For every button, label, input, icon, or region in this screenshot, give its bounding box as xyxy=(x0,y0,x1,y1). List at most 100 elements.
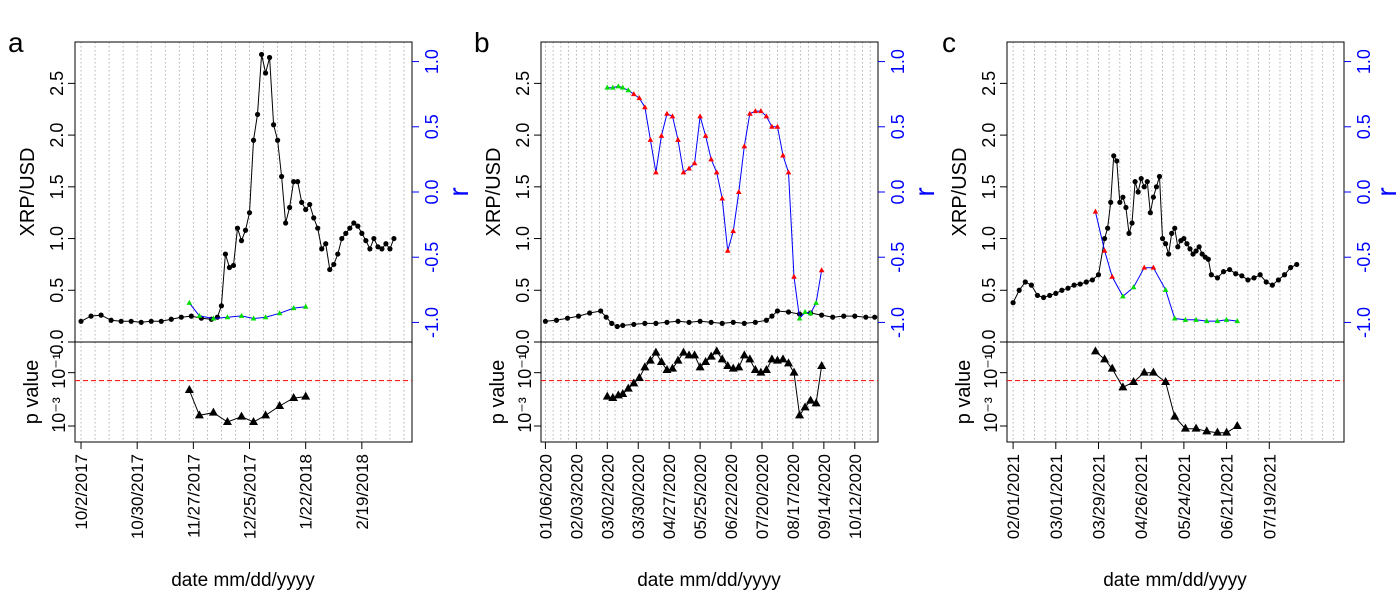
price-point xyxy=(391,235,397,242)
panel-c-marks xyxy=(1007,153,1344,436)
price-point xyxy=(1150,194,1156,200)
price-point xyxy=(387,246,393,252)
pvalue-point xyxy=(249,417,259,425)
r-point xyxy=(758,108,764,114)
r-point xyxy=(224,314,231,320)
pvalue-point xyxy=(761,365,771,373)
x-tick-label: 10/2/2017 xyxy=(72,454,91,530)
r-point xyxy=(713,169,720,175)
price-point xyxy=(1220,269,1227,275)
panel-c-p-axis-title: p value xyxy=(953,360,975,425)
price-point xyxy=(307,201,313,208)
r-point xyxy=(724,247,731,253)
pvalue-point xyxy=(1202,426,1212,435)
y2-tick-label: 0.5 xyxy=(888,114,908,139)
pvalue-point xyxy=(789,367,799,376)
price-point xyxy=(347,225,353,231)
price-point xyxy=(642,320,648,326)
price-point xyxy=(98,312,104,318)
price-point xyxy=(359,230,365,236)
panel-a-y-axis: 0.0 0.5 1.0 1.5 2.0 2.5 xyxy=(47,71,75,427)
price-point xyxy=(343,230,349,236)
price-point xyxy=(1269,282,1275,288)
price-series-line xyxy=(80,54,395,323)
x-tick-label: 12/25/2017 xyxy=(241,454,260,539)
r-point xyxy=(238,312,245,318)
price-point xyxy=(730,319,736,325)
price-point xyxy=(752,319,758,325)
x-tick-label: 07/19/2021 xyxy=(1260,454,1279,539)
y-tick-label: 1.0 xyxy=(47,226,67,251)
panel-c-letter: c xyxy=(942,27,956,58)
price-point xyxy=(1233,271,1239,277)
r-point xyxy=(697,113,703,119)
r-point xyxy=(1223,316,1230,322)
r-point xyxy=(653,169,659,175)
price-point xyxy=(614,323,620,330)
price-point xyxy=(697,318,703,324)
price-point xyxy=(222,251,229,257)
price-point xyxy=(1114,158,1120,164)
r-point xyxy=(691,160,698,166)
pvalue-point xyxy=(1139,367,1149,376)
price-point xyxy=(1288,264,1294,271)
price-point xyxy=(1047,292,1053,299)
price-point xyxy=(1196,244,1202,250)
price-point xyxy=(1117,199,1123,205)
price-point xyxy=(1105,225,1111,231)
pvalue-point xyxy=(629,378,639,387)
price-point xyxy=(1089,277,1095,283)
pvalue-point xyxy=(656,357,666,365)
pvalue-point xyxy=(767,354,777,363)
price-series-line xyxy=(1012,154,1297,303)
price-point xyxy=(1169,230,1175,236)
price-point xyxy=(1010,300,1016,306)
r-point xyxy=(1101,247,1108,253)
price-point xyxy=(214,314,221,320)
y-tick-label: 0.0 xyxy=(979,329,999,354)
pvalue-point xyxy=(1118,382,1128,391)
price-point xyxy=(291,179,297,185)
price-point xyxy=(653,320,659,326)
panel-c: c 02/01/2021 03/01/2021 03/29/2021 04/26/20… xyxy=(942,27,1400,591)
r-point xyxy=(675,136,681,142)
pvalue-point xyxy=(645,355,655,364)
price-point xyxy=(719,320,725,326)
x-tick-label: 03/01/2021 xyxy=(1047,454,1066,539)
y2-tick-label: -0.5 xyxy=(1354,242,1374,273)
price-point xyxy=(315,225,321,231)
price-point xyxy=(238,238,245,244)
price-point xyxy=(872,314,878,320)
pvalue-point xyxy=(640,362,650,371)
panel-a: a 10/2/2017 10/30/2017 11/27/2017 12/25/201… xyxy=(8,27,474,591)
price-point xyxy=(262,70,269,76)
pvalue-point xyxy=(608,393,618,401)
price-point xyxy=(234,225,241,231)
panel-b-x-axis-title: date mm/dd/yyyy xyxy=(637,570,781,591)
r-point xyxy=(747,110,753,116)
y-tick-label: 1.5 xyxy=(513,174,533,199)
x-tick-label: 05/25/2020 xyxy=(691,454,710,539)
panel-a-price-box xyxy=(74,41,413,343)
y-tick-label: 0.5 xyxy=(979,278,999,303)
price-point xyxy=(830,314,836,320)
price-point xyxy=(1016,287,1022,293)
y-tick-label: 0.0 xyxy=(47,329,67,354)
r-point xyxy=(813,299,819,305)
price-point xyxy=(351,220,357,226)
price-point xyxy=(1095,272,1102,278)
panel-b-p-tick-lower: 10⁻³ xyxy=(515,397,535,433)
pvalue-point xyxy=(717,354,727,363)
r-point xyxy=(708,156,714,162)
x-tick-label: 04/26/2021 xyxy=(1132,454,1151,539)
y2-tick-label: 1.0 xyxy=(422,49,442,74)
r-point xyxy=(802,309,808,314)
y2-tick-label: -0.5 xyxy=(888,242,908,273)
pvalue-point xyxy=(261,410,271,419)
price-point xyxy=(1275,277,1282,283)
price-point xyxy=(1120,194,1126,200)
pvalue-point xyxy=(701,357,711,365)
pvalue-point xyxy=(745,354,755,363)
price-point xyxy=(218,303,225,309)
